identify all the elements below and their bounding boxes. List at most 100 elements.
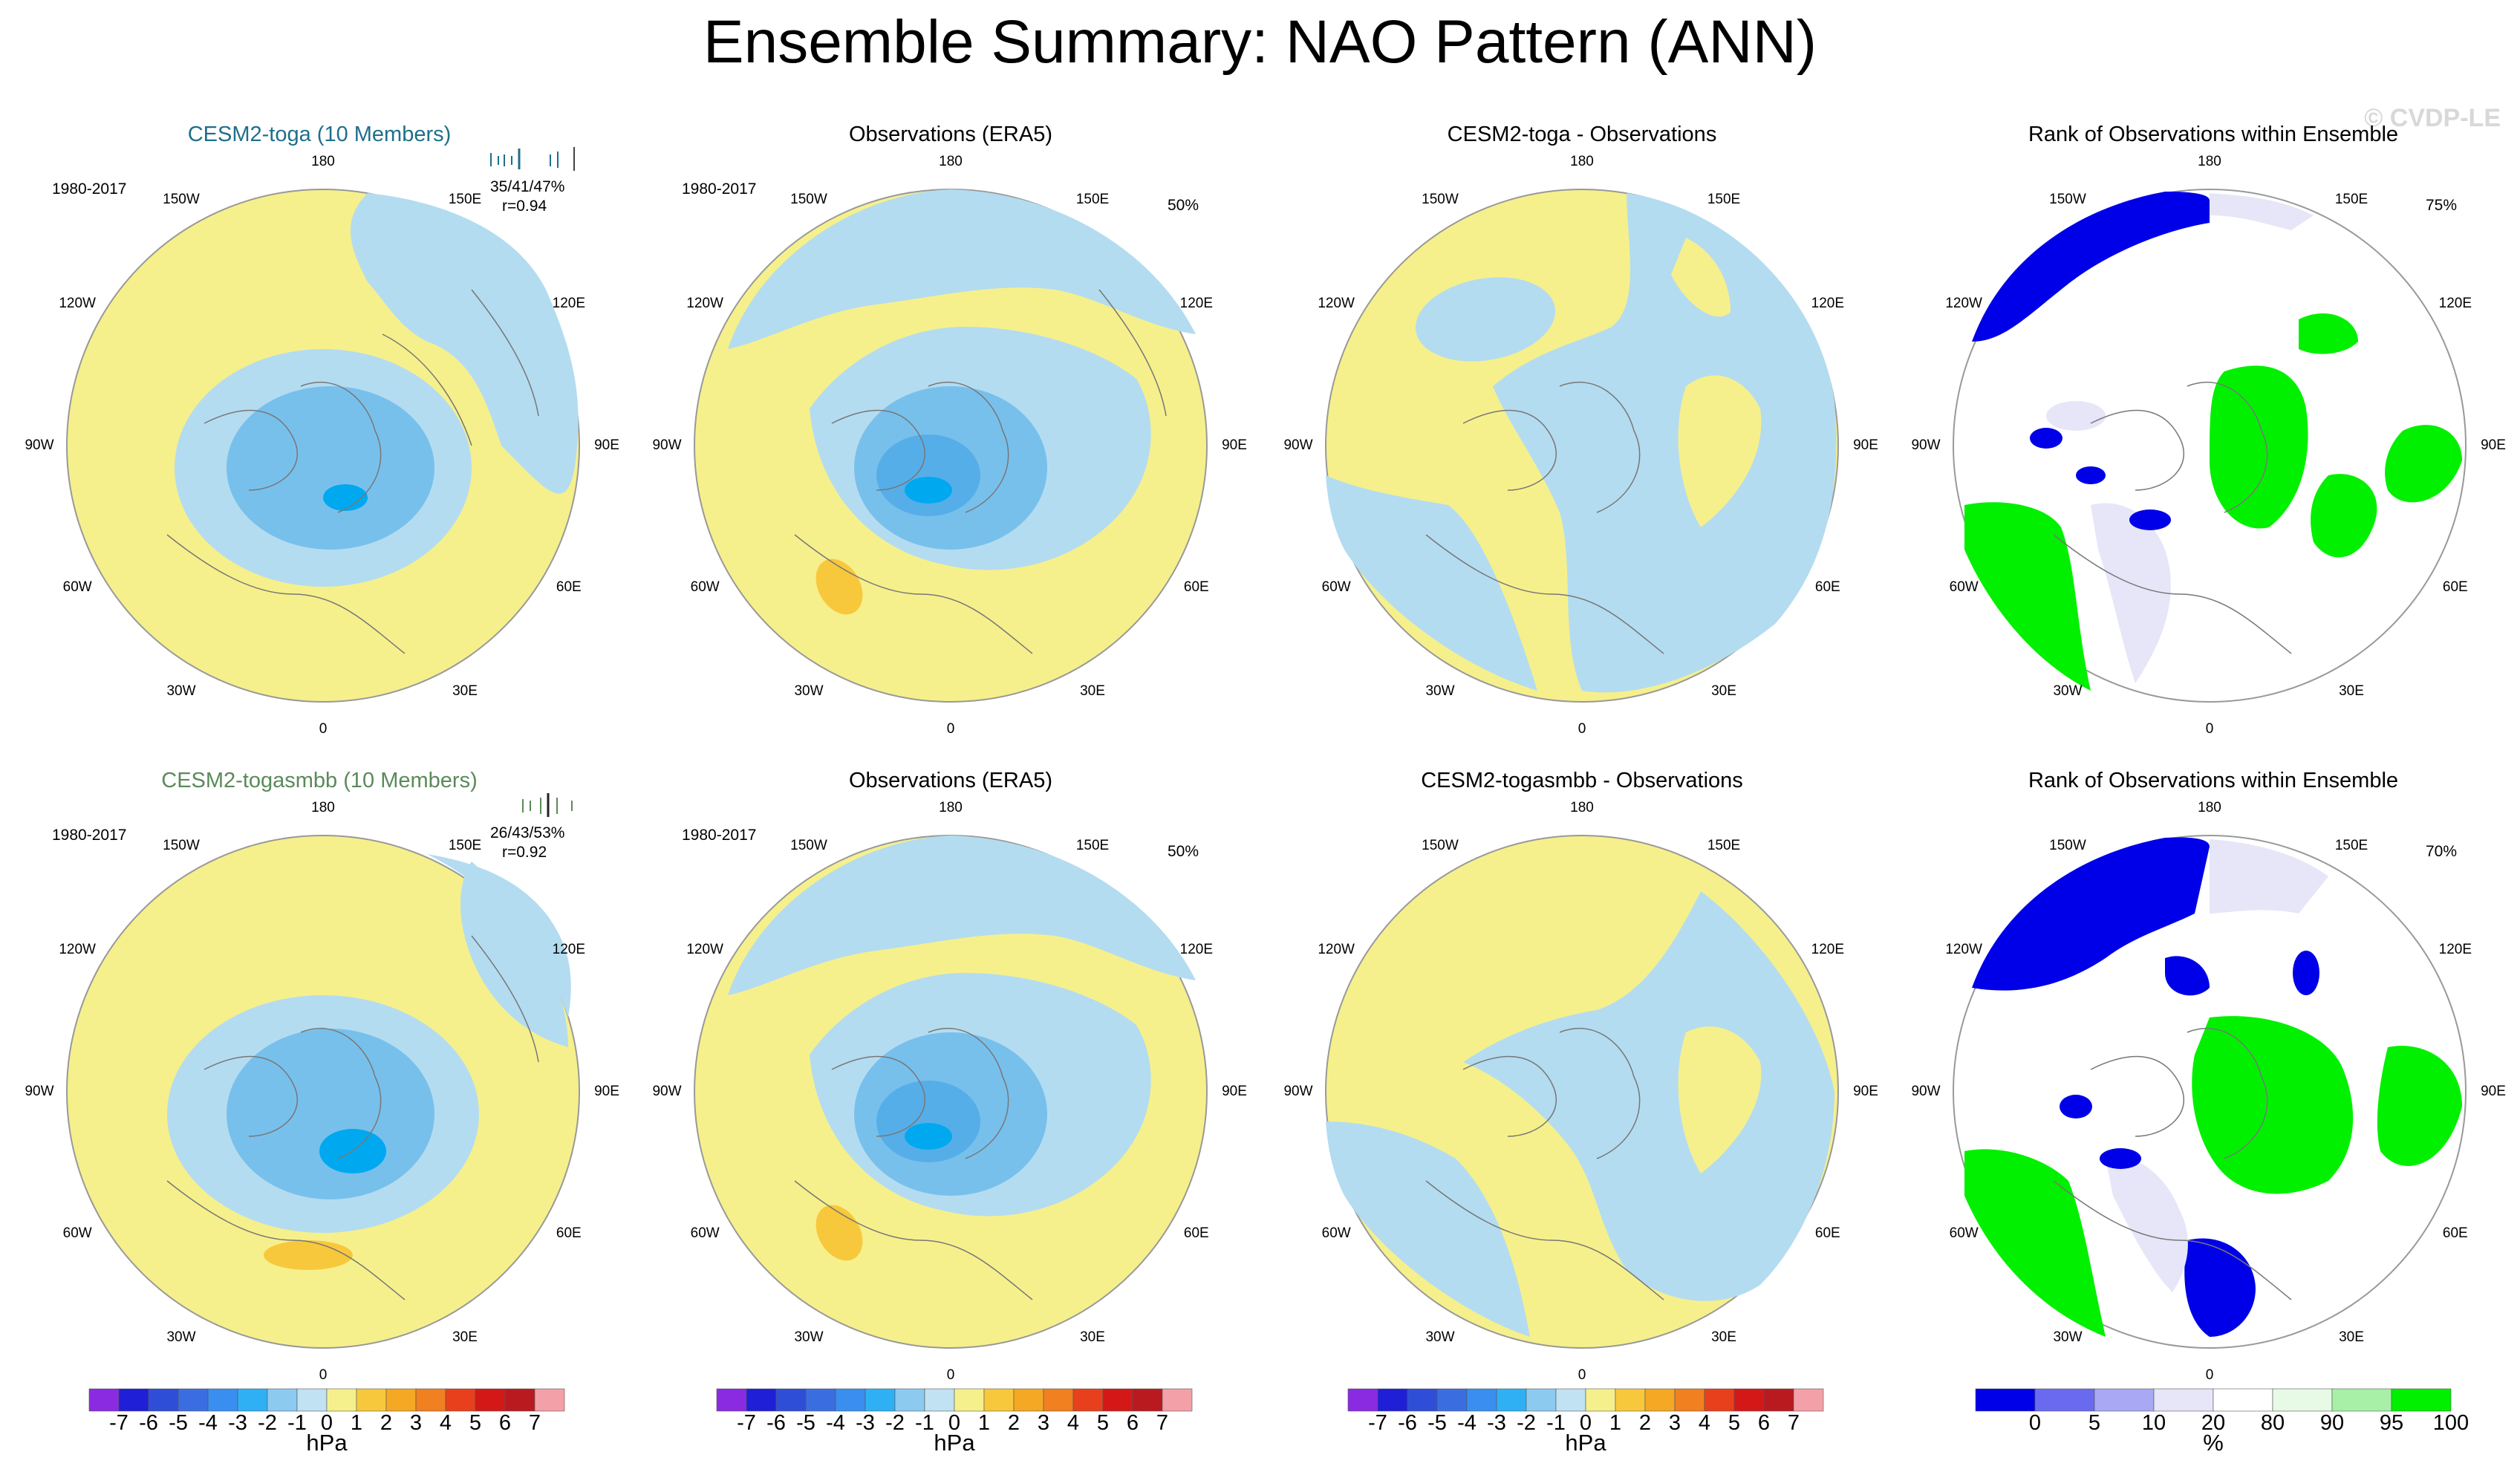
colorbar-tick-label: 2 bbox=[380, 1411, 393, 1435]
colorbar-tick-label: 6 bbox=[1126, 1411, 1139, 1435]
colorbar-swatch bbox=[1526, 1388, 1557, 1412]
longitude-label: 180 bbox=[1570, 800, 1594, 815]
colorbar-swatch bbox=[894, 1388, 925, 1412]
colorbar-tick-label: 0 bbox=[1579, 1411, 1592, 1435]
longitude-label: 30W bbox=[166, 683, 196, 699]
longitude-label: 150E bbox=[448, 192, 482, 208]
longitude-label: 120E bbox=[552, 296, 585, 311]
colorbar-swatch bbox=[1407, 1388, 1438, 1412]
colorbar-swatch bbox=[746, 1388, 777, 1412]
longitude-label: 180 bbox=[939, 800, 963, 815]
colorbar-swatch bbox=[296, 1388, 328, 1412]
colorbar-tick-label: 1 bbox=[1609, 1411, 1622, 1435]
colorbar-swatch bbox=[2153, 1388, 2214, 1412]
colorbar-tick-label: -7 bbox=[1368, 1411, 1387, 1435]
colorbar-swatch bbox=[865, 1388, 896, 1412]
colorbar-tick-label: -7 bbox=[737, 1411, 756, 1435]
map-diff-row1 bbox=[1325, 189, 1839, 703]
colorbar-tick-label: -3 bbox=[1487, 1411, 1506, 1435]
colorbar-unit: hPa bbox=[306, 1430, 348, 1456]
colorbar-swatch bbox=[504, 1388, 535, 1412]
longitude-label: 120W bbox=[1945, 942, 1982, 957]
longitude-label: 60W bbox=[1321, 579, 1351, 595]
longitude-label: 90E bbox=[1222, 1084, 1247, 1099]
colorbar-tick-label: -5 bbox=[1427, 1411, 1447, 1435]
longitude-label: 90E bbox=[594, 437, 619, 453]
longitude-label: 120W bbox=[59, 296, 96, 311]
longitude-label: 60E bbox=[1183, 579, 1209, 595]
longitude-label: 30W bbox=[2053, 1329, 2083, 1345]
longitude-label: 60E bbox=[556, 579, 582, 595]
longitude-label: 90E bbox=[2481, 1084, 2506, 1099]
model-stats: 35/41/47% bbox=[490, 178, 565, 195]
colorbar-tick-label: 7 bbox=[1156, 1411, 1169, 1435]
colorbar-tick-label: -5 bbox=[796, 1411, 815, 1435]
longitude-label: 30E bbox=[452, 683, 478, 699]
colorbar-hpa-1 bbox=[88, 1388, 565, 1412]
colorbar-tick-label: 2 bbox=[1638, 1411, 1652, 1435]
longitude-label: 120E bbox=[2438, 942, 2472, 957]
figure-title: Ensemble Summary: NAO Pattern (ANN) bbox=[703, 8, 1817, 76]
longitude-label: 90W bbox=[1911, 1084, 1941, 1099]
longitude-label: 30W bbox=[166, 1329, 196, 1345]
colorbar-swatch bbox=[805, 1388, 836, 1412]
colorbar-tick-label: 0 bbox=[948, 1411, 961, 1435]
colorbar-tick-label: 5 bbox=[469, 1411, 482, 1435]
colorbar-tick-label: 100 bbox=[2432, 1411, 2469, 1435]
longitude-label: 60E bbox=[1183, 1225, 1209, 1241]
colorbar-swatch bbox=[1132, 1388, 1163, 1412]
colorbar-swatch bbox=[1585, 1388, 1616, 1412]
colorbar-swatch bbox=[475, 1388, 506, 1412]
longitude-label: 150E bbox=[1075, 838, 1110, 854]
longitude-label: 0 bbox=[946, 721, 955, 737]
longitude-label: 30W bbox=[1425, 1329, 1455, 1345]
colorbar-tick-label: 10 bbox=[2141, 1411, 2166, 1435]
colorbar-tick-label: -6 bbox=[139, 1411, 158, 1435]
longitude-label: 150W bbox=[790, 838, 827, 854]
map-diff-row2 bbox=[1325, 835, 1839, 1349]
longitude-label: 30E bbox=[452, 1329, 478, 1345]
longitude-label: 150E bbox=[2334, 838, 2368, 854]
longitude-label: 0 bbox=[2205, 721, 2214, 737]
longitude-label: 120W bbox=[1318, 296, 1355, 311]
panel-title-rank: Rank of Observations within Ensemble bbox=[2028, 769, 2399, 792]
colorbar-swatch bbox=[1043, 1388, 1074, 1412]
colorbar-unit: hPa bbox=[1565, 1430, 1606, 1456]
longitude-label: 150W bbox=[1422, 192, 1459, 208]
rank-pct: 75% bbox=[2426, 197, 2458, 214]
longitude-label: 30E bbox=[2339, 683, 2364, 699]
colorbar-tick-label: -4 bbox=[1457, 1411, 1476, 1435]
colorbar-tick-label: -2 bbox=[885, 1411, 905, 1435]
colorbar-hpa-3 bbox=[1347, 1388, 1824, 1412]
colorbar-tick-label: -1 bbox=[287, 1411, 307, 1435]
obs-pct: 50% bbox=[1168, 197, 1199, 214]
longitude-label: 0 bbox=[946, 1367, 955, 1383]
colorbar-swatch bbox=[954, 1388, 985, 1412]
longitude-label: 90E bbox=[594, 1084, 619, 1099]
longitude-label: 90E bbox=[2481, 437, 2506, 453]
colorbar-swatch bbox=[1347, 1388, 1378, 1412]
colorbar-hpa-2 bbox=[716, 1388, 1193, 1412]
map-rank-row2 bbox=[1953, 835, 2467, 1349]
longitude-label: 60W bbox=[1949, 1225, 1979, 1241]
longitude-label: 120E bbox=[552, 942, 585, 957]
colorbar-tick-label: -4 bbox=[826, 1411, 845, 1435]
obs-pct: 50% bbox=[1168, 843, 1199, 860]
longitude-label: 30E bbox=[2339, 1329, 2364, 1345]
colorbar-swatch bbox=[716, 1388, 747, 1412]
colorbar-swatch bbox=[1763, 1388, 1794, 1412]
member-spread-ticks bbox=[522, 793, 573, 817]
colorbar-unit: hPa bbox=[934, 1430, 975, 1456]
longitude-label: 0 bbox=[319, 1367, 328, 1383]
map-model2-row2 bbox=[66, 835, 580, 1349]
longitude-label: 90E bbox=[1853, 437, 1878, 453]
longitude-label: 30W bbox=[794, 1329, 824, 1345]
colorbar-rank bbox=[1975, 1388, 2452, 1412]
colorbar-tick-label: 1 bbox=[977, 1411, 991, 1435]
colorbar-swatch bbox=[148, 1388, 179, 1412]
longitude-label: 60E bbox=[2442, 579, 2468, 595]
period-label: 1980-2017 bbox=[682, 180, 757, 198]
period-label: 1980-2017 bbox=[682, 827, 757, 844]
colorbar-swatch bbox=[924, 1388, 955, 1412]
longitude-label: 90W bbox=[1283, 437, 1313, 453]
